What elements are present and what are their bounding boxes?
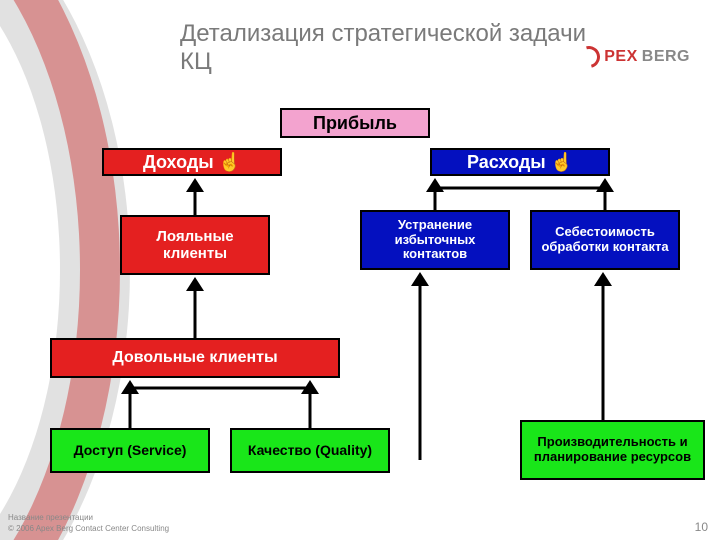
node-loyal: Лояльные клиенты xyxy=(120,215,270,275)
footer-title: Название презентации xyxy=(8,513,169,523)
node-elim: Устранение избыточных контактов xyxy=(360,210,510,270)
node-perf: Производительность и планирование ресурс… xyxy=(520,420,705,480)
node-access: Доступ (Service) xyxy=(50,428,210,473)
footer-copyright: © 2006 Apex Berg Contact Center Consulti… xyxy=(8,524,169,534)
node-happy: Довольные клиенты xyxy=(50,338,340,378)
node-revenue: Доходы ☝ xyxy=(102,148,282,176)
node-quality: Качество (Quality) xyxy=(230,428,390,473)
page-number: 10 xyxy=(695,520,708,534)
node-costper: Себестоимость обработки контакта xyxy=(530,210,680,270)
footer: Название презентации © 2006 Apex Berg Co… xyxy=(8,513,169,534)
node-profit: Прибыль xyxy=(280,108,430,138)
diagram-stage: Прибыль Доходы ☝ Расходы ☝ Лояльные клиенты… xyxy=(0,0,720,540)
node-costs: Расходы ☝ xyxy=(430,148,610,176)
